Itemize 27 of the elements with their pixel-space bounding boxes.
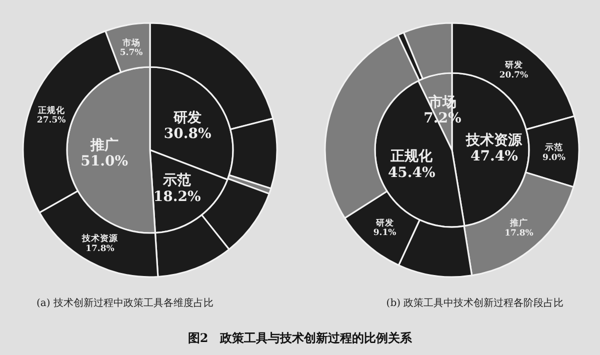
data-label: 51.0%: [80, 153, 128, 170]
slice-label: 推广: [89, 136, 118, 154]
text: (a) 技术创新过程中政策工具各维度占比: [36, 297, 214, 309]
slice-label: 技术资源: [80, 233, 119, 244]
slice-label: 市场: [121, 37, 140, 48]
data-label: 9.1%: [373, 228, 396, 238]
data-label: 18.2%: [153, 188, 201, 205]
data-label: 45.4%: [388, 164, 436, 181]
data-label: 5.7%: [120, 48, 143, 58]
text: (b) 政策工具中技术创新过程各阶段占比: [386, 297, 564, 309]
slice-label: 正规化: [36, 104, 66, 116]
data-label: 30.8%: [164, 126, 212, 142]
slice-label: 推广: [508, 218, 528, 229]
data-label: 20.7%: [499, 70, 528, 80]
slice-label: 示范: [544, 142, 563, 154]
slice-label: 研发: [172, 110, 202, 126]
slice-label: 正规化: [390, 148, 434, 165]
caption: 图2 政策工具与技术创新过程的比例关系: [188, 331, 414, 345]
data-label: 47.4%: [470, 148, 518, 165]
data-label: 17.8%: [504, 228, 534, 238]
data-label: 27.5%: [36, 116, 66, 126]
data-label: 9.0%: [542, 152, 566, 163]
slice-label: 技术资源: [465, 132, 524, 148]
slice-label: 研发: [504, 60, 523, 71]
data-label: 17.8%: [86, 244, 114, 254]
slice-label: 示范: [162, 172, 192, 189]
slice-label: 研发: [374, 217, 394, 228]
